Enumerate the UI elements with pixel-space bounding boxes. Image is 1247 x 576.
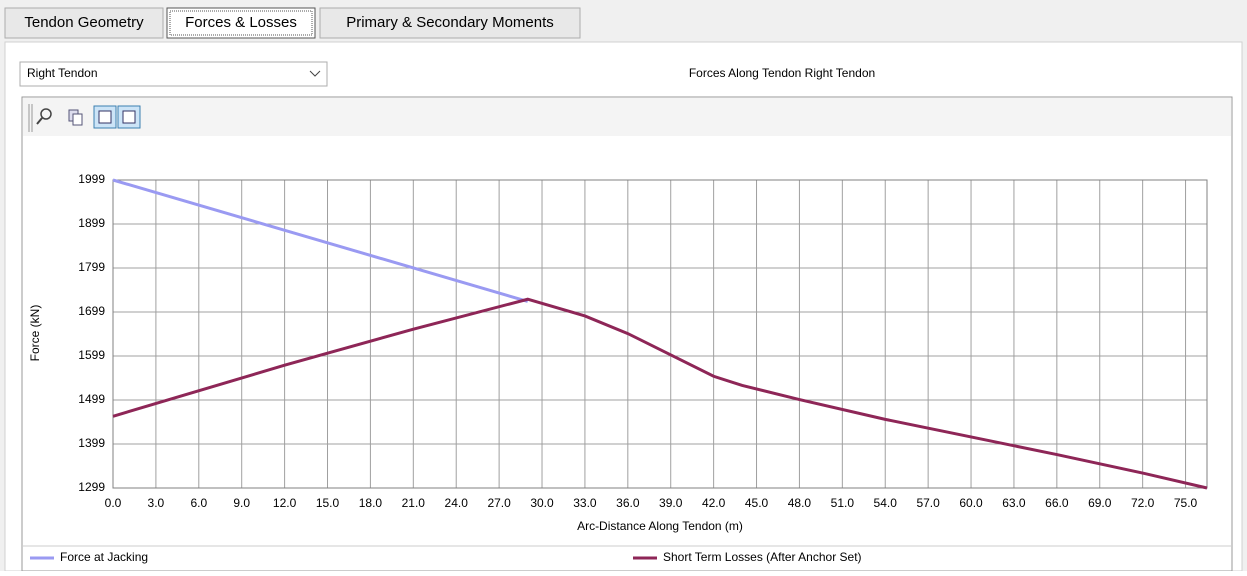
copy-icon[interactable] [68,109,83,126]
y-tick-label: 1799 [78,260,105,274]
series-line [112,297,1208,490]
y-tick-label: 1399 [78,436,105,450]
x-tick-label: 66.0 [1045,496,1069,510]
x-tick-label: 6.0 [190,496,207,510]
y-tick-label: 1499 [78,392,105,406]
tab[interactable] [319,7,581,39]
x-tick-label: 48.0 [788,496,812,510]
x-tick-label: 21.0 [402,496,426,510]
x-tick-label: 69.0 [1088,496,1112,510]
x-axis-label: Arc-Distance Along Tendon (m) [577,519,743,533]
y-axis-label: Force (kN) [28,305,42,362]
x-tick-label: 0.0 [105,496,122,510]
x-tick-label: 9.0 [233,496,250,510]
plot-border [112,179,1208,489]
zoom-icon[interactable] [36,108,52,125]
dropdown-arrow [309,70,321,77]
legend-label: Short Term Losses (After Anchor Set) [663,550,862,564]
x-tick-label: 45.0 [745,496,769,510]
focus-rect [169,10,313,36]
x-tick-label: 42.0 [702,496,726,510]
x-tick-label: 24.0 [445,496,469,510]
x-tick-label: 60.0 [959,496,983,510]
y-tick-label: 1899 [78,216,105,230]
tab-label: Primary & Secondary Moments [346,14,554,31]
x-tick-label: 54.0 [874,496,898,510]
x-tick-label: 27.0 [487,496,511,510]
x-tick-label: 33.0 [573,496,597,510]
y-tick-label: 1599 [78,348,105,362]
toolbar [23,98,1231,136]
x-tick-label: 36.0 [616,496,640,510]
x-tick-label: 3.0 [148,496,165,510]
x-tick-label: 75.0 [1174,496,1198,510]
x-tick-label: 51.0 [831,496,855,510]
x-tick-label: 12.0 [273,496,297,510]
x-tick-label: 63.0 [1002,496,1026,510]
chart-title: Forces Along Tendon Right Tendon [689,66,875,80]
y-tick-label: 1699 [78,304,105,318]
x-tick-label: 72.0 [1131,496,1155,510]
y-tick-label: 1999 [78,172,105,186]
tab-active[interactable] [166,7,316,39]
x-tick-label: 57.0 [916,496,940,510]
y-tick-label: 1299 [78,480,105,494]
x-tick-label: 39.0 [659,496,683,510]
dropdown[interactable] [19,61,328,87]
x-tick-label: 15.0 [316,496,340,510]
dropdown-value: Right Tendon [27,66,98,80]
tab[interactable] [4,7,164,39]
tab-label: Tendon Geometry [24,14,144,31]
x-tick-label: 18.0 [359,496,383,510]
tab-label: Forces & Losses [185,14,297,31]
series-line [112,178,529,303]
legend-label: Force at Jacking [60,550,148,564]
x-tick-label: 30.0 [530,496,554,510]
